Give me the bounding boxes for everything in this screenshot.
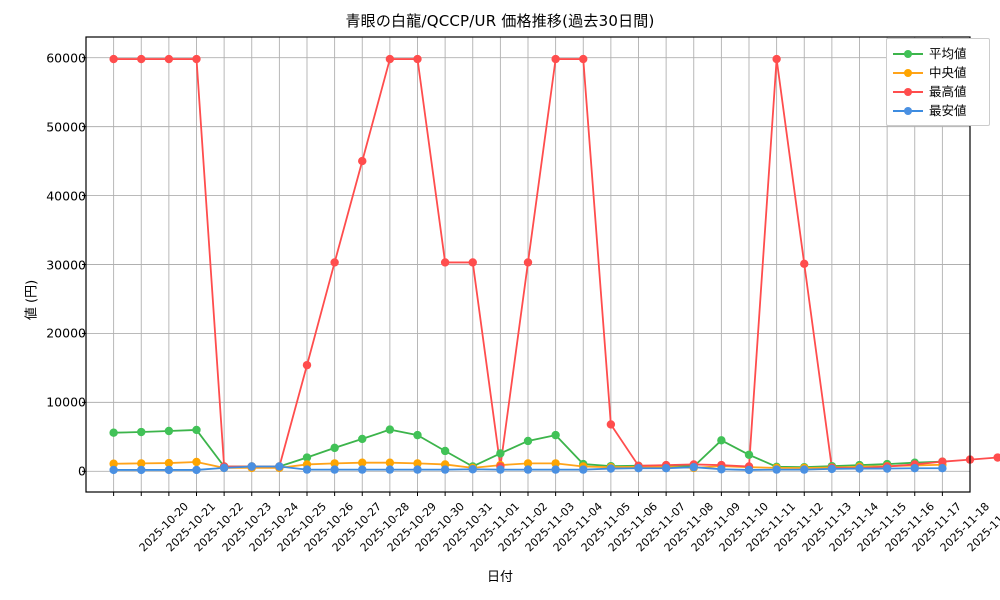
- series-marker: [164, 458, 174, 468]
- series-marker: [661, 464, 671, 473]
- series-marker: [606, 464, 616, 473]
- legend-marker-icon: [893, 104, 923, 118]
- series-marker: [109, 459, 118, 468]
- y-tick-label: 60000: [46, 50, 86, 66]
- legend-label-max: 最高値: [929, 83, 967, 99]
- series-marker: [385, 425, 395, 434]
- y-tick-label: 10000: [46, 394, 86, 410]
- series-marker: [164, 426, 174, 436]
- series-marker: [523, 258, 533, 267]
- series-marker: [302, 465, 312, 474]
- legend-marker-icon: [893, 66, 923, 80]
- series-marker: [551, 54, 560, 64]
- legend-item-median[interactable]: 中央値: [893, 63, 983, 82]
- series-marker: [385, 54, 395, 64]
- series-marker: [606, 420, 616, 429]
- series-marker: [247, 462, 256, 471]
- series-marker: [413, 430, 422, 440]
- series-marker: [330, 443, 339, 453]
- chart-title: 青眼の白龍/QCCP/UR 価格推移(過去30日間): [345, 12, 655, 30]
- series-marker: [137, 459, 146, 468]
- y-tick-label: 30000: [46, 257, 86, 272]
- legend-item-max[interactable]: 最高値: [893, 82, 983, 101]
- series-marker: [440, 446, 450, 456]
- series-marker: [137, 54, 146, 64]
- series-marker: [551, 465, 560, 474]
- series-marker: [358, 465, 367, 474]
- series-marker: [468, 258, 477, 267]
- series-marker: [800, 259, 809, 269]
- legend-marker-icon: [893, 47, 923, 61]
- series-marker: [855, 464, 864, 473]
- series-marker: [385, 465, 395, 474]
- series-marker: [192, 457, 201, 467]
- series-marker: [827, 464, 837, 474]
- series-marker: [634, 464, 643, 473]
- x-axis-label: 日付: [486, 570, 513, 585]
- series-marker: [302, 453, 312, 462]
- series-marker: [137, 465, 146, 475]
- series-marker: [192, 465, 201, 475]
- series-marker: [440, 258, 450, 267]
- series-marker: [109, 54, 118, 64]
- series-marker: [772, 54, 781, 64]
- series-marker: [302, 360, 312, 370]
- series-marker: [496, 449, 505, 458]
- series-marker: [551, 459, 560, 468]
- series-marker: [717, 436, 726, 445]
- series-marker: [523, 459, 533, 468]
- legend-marker-icon: [893, 85, 923, 99]
- series-marker: [523, 465, 533, 474]
- series-marker: [938, 464, 947, 473]
- series-marker: [523, 436, 533, 446]
- legend-item-mean[interactable]: 平均値: [893, 44, 983, 63]
- series-marker: [689, 462, 698, 472]
- series-marker: [192, 425, 201, 435]
- series-marker: [385, 458, 395, 467]
- series-marker: [358, 458, 367, 467]
- series-marker: [910, 464, 919, 473]
- series-marker: [496, 465, 505, 474]
- series-marker: [358, 434, 367, 444]
- series-marker: [330, 465, 339, 474]
- series-marker: [413, 54, 422, 64]
- series-marker: [330, 459, 339, 468]
- series-marker: [109, 465, 118, 475]
- series-marker: [109, 428, 118, 437]
- series-marker: [551, 430, 560, 440]
- y-tick-label: 20000: [46, 325, 86, 341]
- chart-legend: 平均値 中央値 最高値 最安値: [886, 38, 990, 126]
- y-axis-tick-labels: 0 10000 20000 30000 40000 50000 60000: [24, 0, 86, 600]
- legend-label-mean: 平均値: [929, 45, 967, 61]
- series-marker: [772, 465, 781, 474]
- series-marker: [744, 465, 754, 475]
- series-marker: [993, 453, 1000, 462]
- series-marker: [275, 462, 284, 471]
- series-marker: [413, 465, 422, 474]
- series-marker: [579, 54, 588, 64]
- y-tick-label: 50000: [46, 119, 86, 135]
- series-marker: [137, 427, 146, 437]
- series-marker: [882, 464, 892, 473]
- series-marker: [440, 465, 450, 474]
- series-marker: [579, 465, 588, 474]
- legend-item-min[interactable]: 最安値: [893, 101, 983, 120]
- series-marker: [413, 459, 422, 468]
- series-marker: [717, 465, 726, 474]
- series-marker: [800, 465, 809, 474]
- series-marker: [192, 54, 201, 64]
- series-marker: [330, 258, 339, 267]
- series-marker: [468, 465, 477, 474]
- legend-label-median: 中央値: [929, 64, 967, 80]
- y-tick-label: 40000: [46, 188, 86, 204]
- series-marker: [358, 156, 367, 166]
- series-marker: [938, 457, 947, 466]
- series-marker: [744, 450, 754, 459]
- series-marker: [164, 54, 174, 64]
- series-marker: [164, 465, 174, 475]
- series-marker: [219, 463, 229, 473]
- legend-label-min: 最安値: [929, 102, 967, 118]
